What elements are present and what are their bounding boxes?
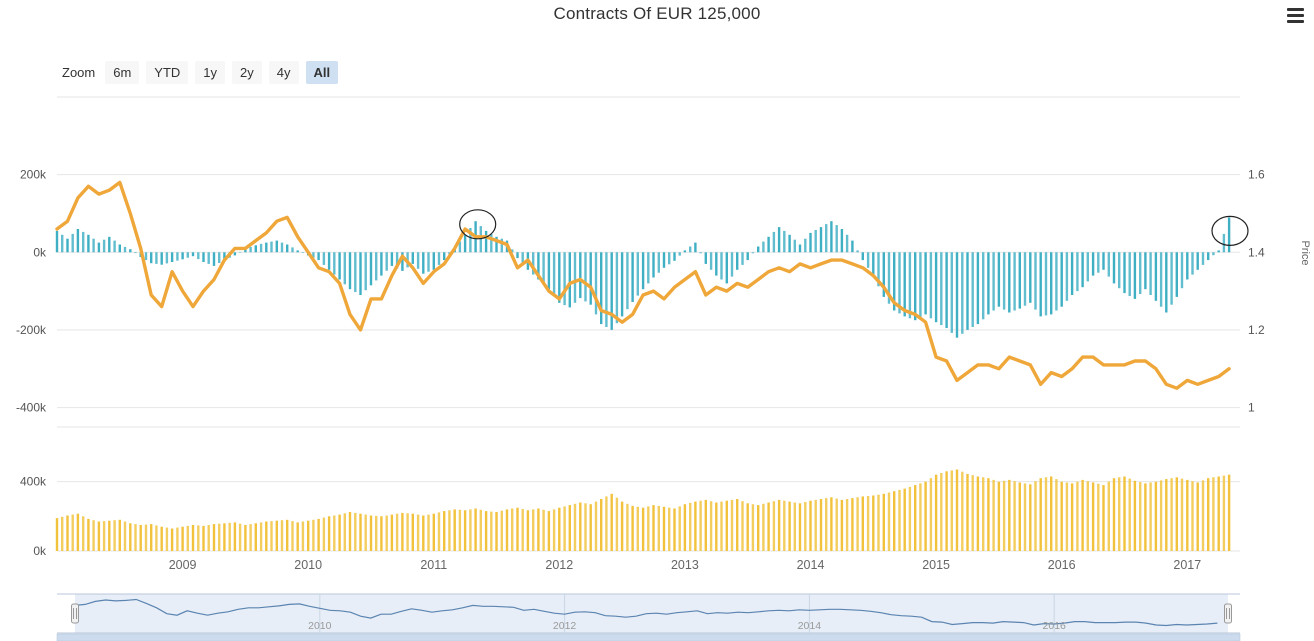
hamburger-bar [1287, 14, 1304, 17]
svg-text:1.6: 1.6 [1248, 168, 1265, 182]
gridlines [57, 96, 1240, 552]
annotation-circle [1211, 215, 1249, 246]
navigator-axis-labels: 2010 2012 2014 2016 [308, 620, 1066, 632]
annotation-circle [459, 209, 497, 240]
svg-text:2012: 2012 [545, 558, 573, 572]
price-axis-labels: 1.6 1.4 1.2 1 [1248, 168, 1265, 415]
zoom-button-6m[interactable]: 6m [105, 61, 140, 84]
svg-text:2011: 2011 [420, 558, 447, 572]
svg-text:2013: 2013 [671, 558, 699, 572]
scrollbar-track[interactable] [56, 633, 1241, 641]
svg-text:-200k: -200k [16, 323, 47, 337]
svg-text:2010: 2010 [294, 558, 322, 572]
hamburger-bar [1287, 8, 1304, 11]
svg-text:2012: 2012 [553, 620, 577, 632]
navigator-handle[interactable] [71, 603, 79, 624]
navigator-borders [57, 593, 1240, 634]
svg-text:2014: 2014 [798, 620, 822, 632]
zoom-button-all[interactable]: All [305, 61, 339, 84]
svg-text:1.4: 1.4 [1248, 245, 1265, 259]
svg-text:0k: 0k [33, 245, 47, 259]
svg-text:1: 1 [1248, 401, 1255, 415]
svg-text:2010: 2010 [308, 620, 332, 632]
svg-text:400k: 400k [20, 475, 47, 489]
net-positions-series [55, 217, 1231, 338]
svg-text:2015: 2015 [922, 558, 950, 572]
zoom-label: Zoom [62, 65, 96, 80]
svg-text:200k: 200k [20, 168, 47, 182]
x-axis-labels: 2009 2010 2011 2012 2013 2014 2015 2016 2017 [169, 558, 1202, 572]
hamburger-bar [1287, 20, 1304, 23]
main-left-axis-labels: 200k 0k -200k -400k [16, 168, 47, 415]
open-interest-series [55, 469, 1231, 551]
navigator-series-line [74, 598, 1218, 627]
lower-left-axis-labels: 400k 0k [20, 475, 47, 558]
svg-text:2009: 2009 [169, 558, 197, 572]
svg-text:-400k: -400k [16, 401, 47, 415]
chart-title: Contracts Of EUR 125,000 [553, 4, 761, 23]
navigator-gridlines [319, 594, 1055, 633]
svg-text:2016: 2016 [1043, 620, 1067, 632]
price-axis-title: Price [1299, 240, 1311, 265]
zoom-button-2y[interactable]: 2y [232, 61, 262, 84]
svg-text:2016: 2016 [1048, 558, 1076, 572]
navigator: 2010 2012 2014 2016 [57, 593, 1240, 634]
svg-text:1.2: 1.2 [1248, 323, 1265, 337]
zoom-button-4y[interactable]: 4y [268, 61, 299, 84]
navigator-handle[interactable] [1224, 603, 1232, 624]
svg-text:2014: 2014 [797, 558, 825, 572]
price-line-series [55, 180, 1231, 390]
svg-text:0k: 0k [33, 544, 47, 558]
range-selector: Zoom 6m YTD 1y 2y 4y All [62, 61, 345, 84]
hamburger-menu-icon[interactable] [1287, 8, 1304, 26]
zoom-buttons-group: 6m YTD 1y 2y 4y All [105, 61, 345, 84]
svg-text:2017: 2017 [1173, 558, 1201, 572]
zoom-button-ytd[interactable]: YTD [146, 61, 189, 84]
zoom-button-1y[interactable]: 1y [195, 61, 226, 84]
